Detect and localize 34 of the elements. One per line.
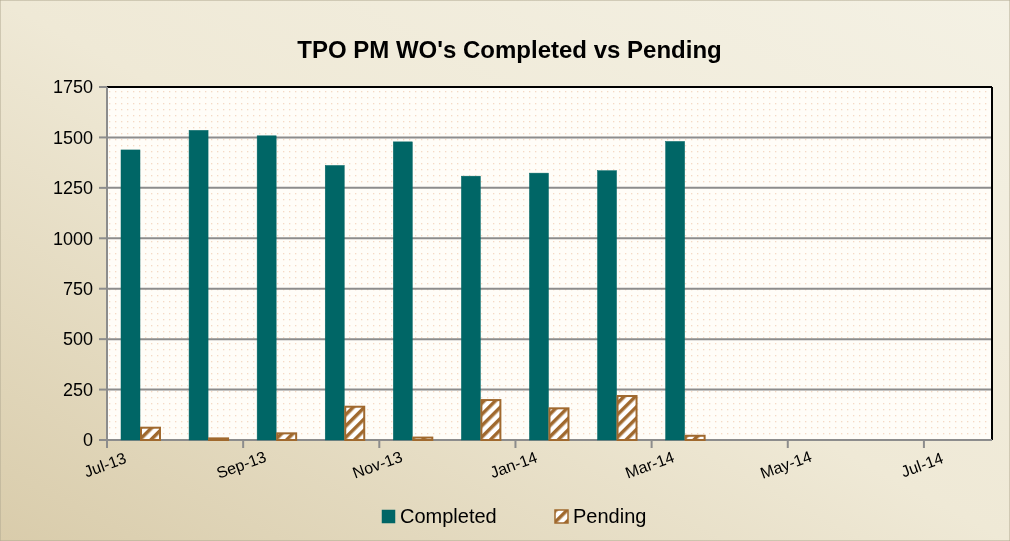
x-tick-label: Mar-14 [623, 448, 677, 482]
bar [684, 434, 706, 441]
bar [665, 141, 685, 441]
chart-title: TPO PM WO's Completed vs Pending [297, 36, 722, 63]
legend-label: Pending [573, 505, 647, 527]
x-tick-label: Jul-14 [898, 449, 946, 481]
bar [120, 149, 141, 441]
x-tick-label: Sep-13 [214, 447, 269, 482]
x-tick-label: Nov-13 [350, 447, 405, 482]
bar [548, 407, 570, 441]
y-tick-label: 1250 [52, 178, 93, 199]
y-tick-label: 500 [62, 329, 93, 350]
x-tick-label: Jan-14 [487, 448, 540, 482]
y-tick-label: 250 [62, 379, 93, 400]
bar [276, 432, 298, 441]
bar [188, 130, 209, 441]
y-tick-label: 1000 [52, 228, 93, 249]
bar [412, 436, 434, 441]
bar [324, 165, 345, 441]
bar [256, 135, 277, 441]
y-tick-label: 750 [62, 279, 93, 300]
bar [529, 172, 549, 441]
bar [344, 405, 366, 441]
bar [480, 399, 502, 441]
legend-label: Completed [400, 505, 497, 527]
bar [616, 395, 638, 441]
bar [140, 426, 161, 441]
y-tick-label: 0 [82, 430, 93, 451]
bar [597, 170, 617, 441]
bar [393, 141, 413, 441]
y-tick-label: 1500 [52, 127, 93, 148]
y-tick-label: 1750 [52, 77, 93, 98]
x-tick-label: Jul-13 [81, 449, 129, 481]
bar [461, 175, 481, 441]
